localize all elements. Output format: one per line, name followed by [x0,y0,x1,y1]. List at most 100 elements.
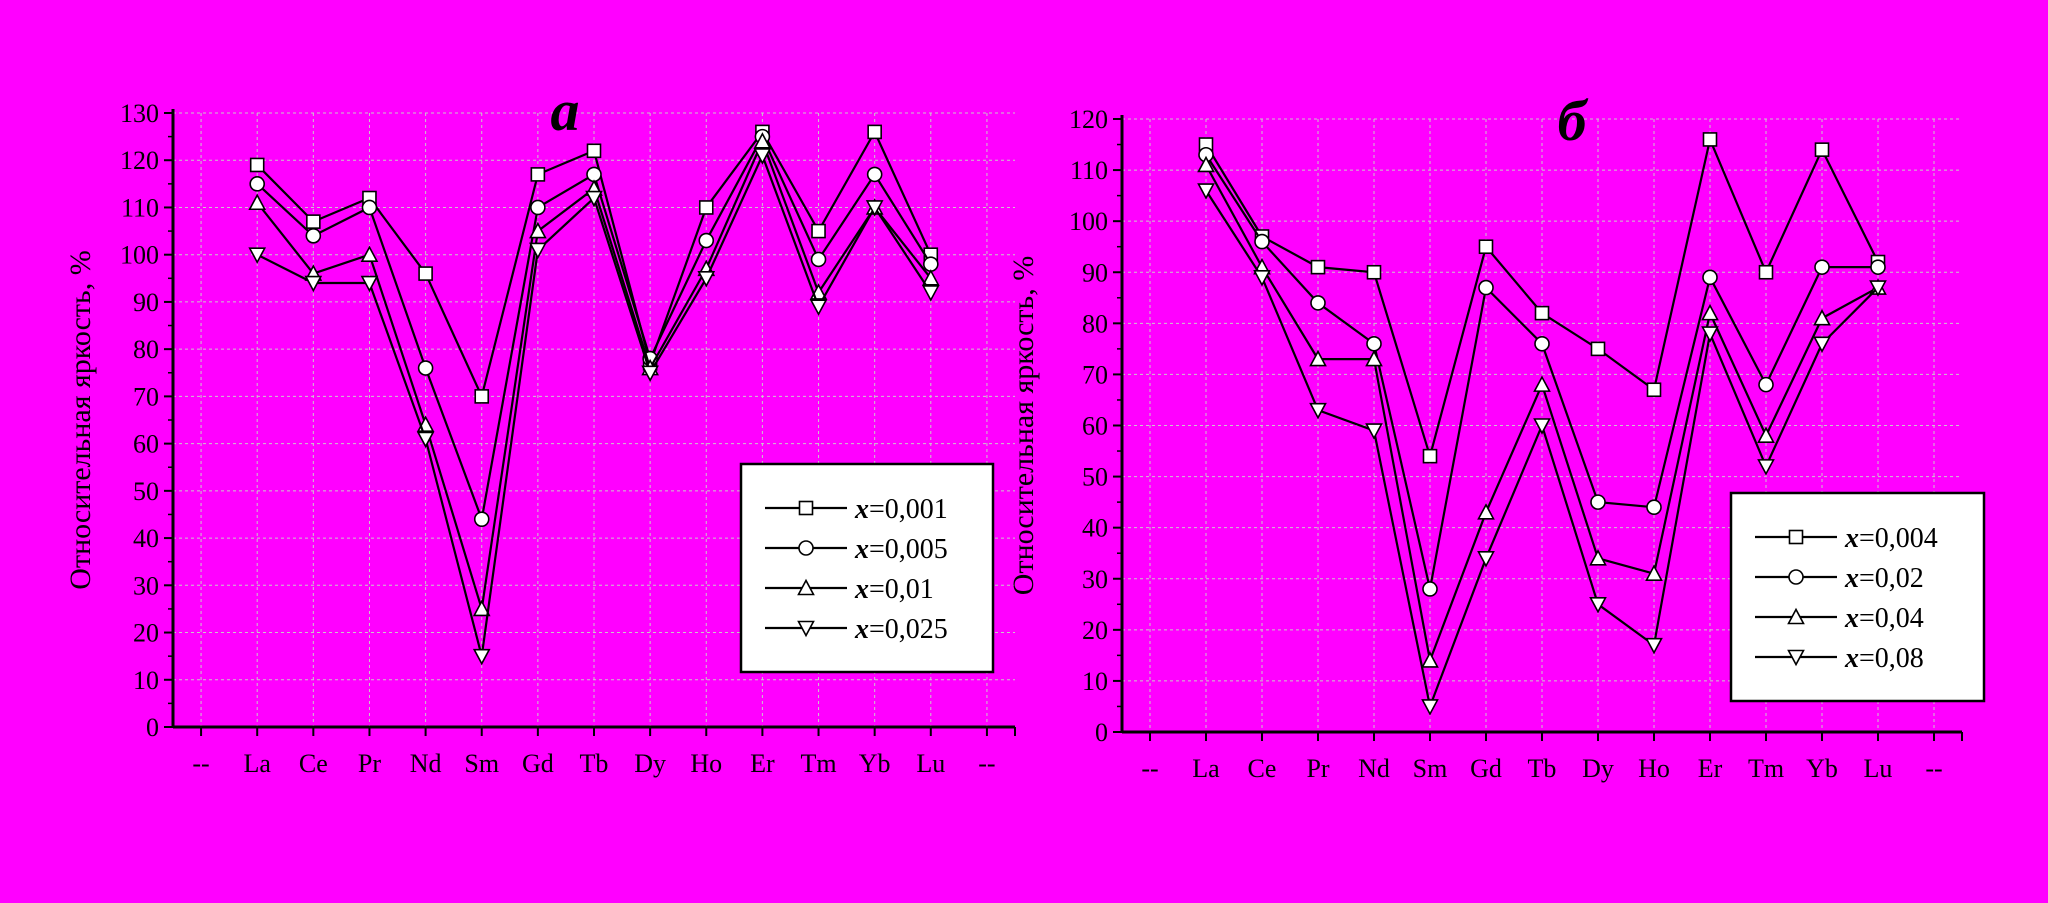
legend-label: x=0,02 [1844,563,1924,594]
legend-label: x=0,08 [1844,643,1924,674]
legend-item: x=0,004 [1755,523,1938,554]
data-point [586,143,602,159]
data-point [305,228,322,244]
x-tick-label: Sm [464,749,499,778]
data-point [1701,303,1719,321]
data-point [1197,155,1215,173]
x-tick-label: Lu [916,749,945,778]
x-tick-label: Er [1698,754,1723,783]
data-point [248,193,267,211]
data-point [1702,269,1718,286]
legend-box [739,462,995,674]
y-tick-label: 30 [1082,565,1108,594]
legend-swatch-marker [797,620,815,638]
legend: x=0,001 x=0,005 x=0,01 x=0,025 [739,462,995,674]
data-point [1646,499,1662,516]
data-point [921,285,940,302]
y-tick-label: 80 [133,335,159,364]
legend-swatch-marker [1787,607,1805,625]
data-point [753,132,772,149]
x-tick-label: Ce [1248,754,1277,783]
data-point [360,275,379,293]
x-tick-label: Tb [1528,754,1557,783]
y-tick-label: 40 [1082,514,1108,543]
data-point [1589,596,1607,614]
y-tick-label: 90 [1082,258,1108,287]
y-tick-label: 70 [133,382,159,411]
data-point [1869,280,1887,297]
series-3 [1197,155,1887,668]
data-point [586,166,602,183]
x-tick-label: Ce [299,749,328,778]
data-point [641,365,659,382]
y-axis-label: Относительная яркость, % [1007,256,1040,595]
data-point [1757,459,1775,476]
data-point [249,176,266,192]
x-tick-label: Nd [1358,754,1390,783]
data-point [306,214,321,229]
y-tick-label: 120 [120,146,159,175]
legend-box [1729,491,1986,703]
data-point [921,269,940,286]
legend-label: x=0,04 [1844,603,1924,634]
data-point [530,199,546,216]
data-point [1422,581,1438,597]
x-tick-label: Dy [634,749,666,778]
series-4 [248,148,940,666]
data-point [248,247,267,264]
data-point [810,251,827,268]
legend-item: x=0,001 [765,494,948,525]
series-2 [1198,146,1886,597]
y-tick-label: 110 [1070,156,1108,185]
y-tick-label: 20 [133,619,159,648]
series-4 [1197,183,1887,716]
y-tick-label: 60 [133,430,159,459]
data-point [865,200,884,217]
data-point [1421,651,1439,668]
data-point [1366,335,1382,352]
data-point [529,221,547,239]
data-point [418,266,433,281]
legend-label: x=0,001 [854,494,948,525]
y-tick-label: 0 [1095,718,1108,747]
x-tick-label: Pr [358,749,381,778]
data-point [1478,239,1494,255]
data-point [1534,335,1550,352]
data-point [472,599,491,617]
data-point [1813,309,1831,326]
x-tick-label: Yb [859,749,891,778]
x-tick-label: Tm [1748,754,1784,783]
y-tick-label: 50 [1082,463,1108,492]
x-tick-label: Lu [1864,754,1893,783]
x-tick-label: Sm [1413,754,1448,783]
data-point [1758,376,1774,393]
y-tick-label: 70 [1082,360,1108,389]
data-point [1253,270,1271,287]
legend-label: x=0,005 [854,534,948,565]
y-tick-label: 10 [1082,667,1108,696]
data-point [1590,341,1606,357]
grid [173,112,1015,727]
y-tick-label: 60 [1082,412,1108,441]
data-point [473,511,490,527]
data-point [811,223,826,239]
legend-item: x=0,08 [1755,643,1924,674]
legend-item: x=0,005 [765,534,948,565]
data-point [1701,326,1719,343]
data-point [753,148,772,165]
data-point [1534,305,1550,321]
y-tick-label: 30 [133,571,159,600]
x-tick-label: La [1192,754,1220,783]
data-point [530,167,546,182]
data-point [809,299,828,316]
legend-label: x=0,004 [1844,523,1938,554]
legend-swatch-marker [1788,529,1804,545]
legend-item: x=0,025 [765,614,948,645]
x-tick-label: Ho [690,749,722,778]
data-point [474,389,490,404]
data-point [866,166,883,183]
x-tick-label: La [243,749,271,778]
legend-swatch-marker [1787,649,1805,667]
data-point [1813,336,1831,353]
y-axis-label: Относительная яркость, % [64,250,97,589]
